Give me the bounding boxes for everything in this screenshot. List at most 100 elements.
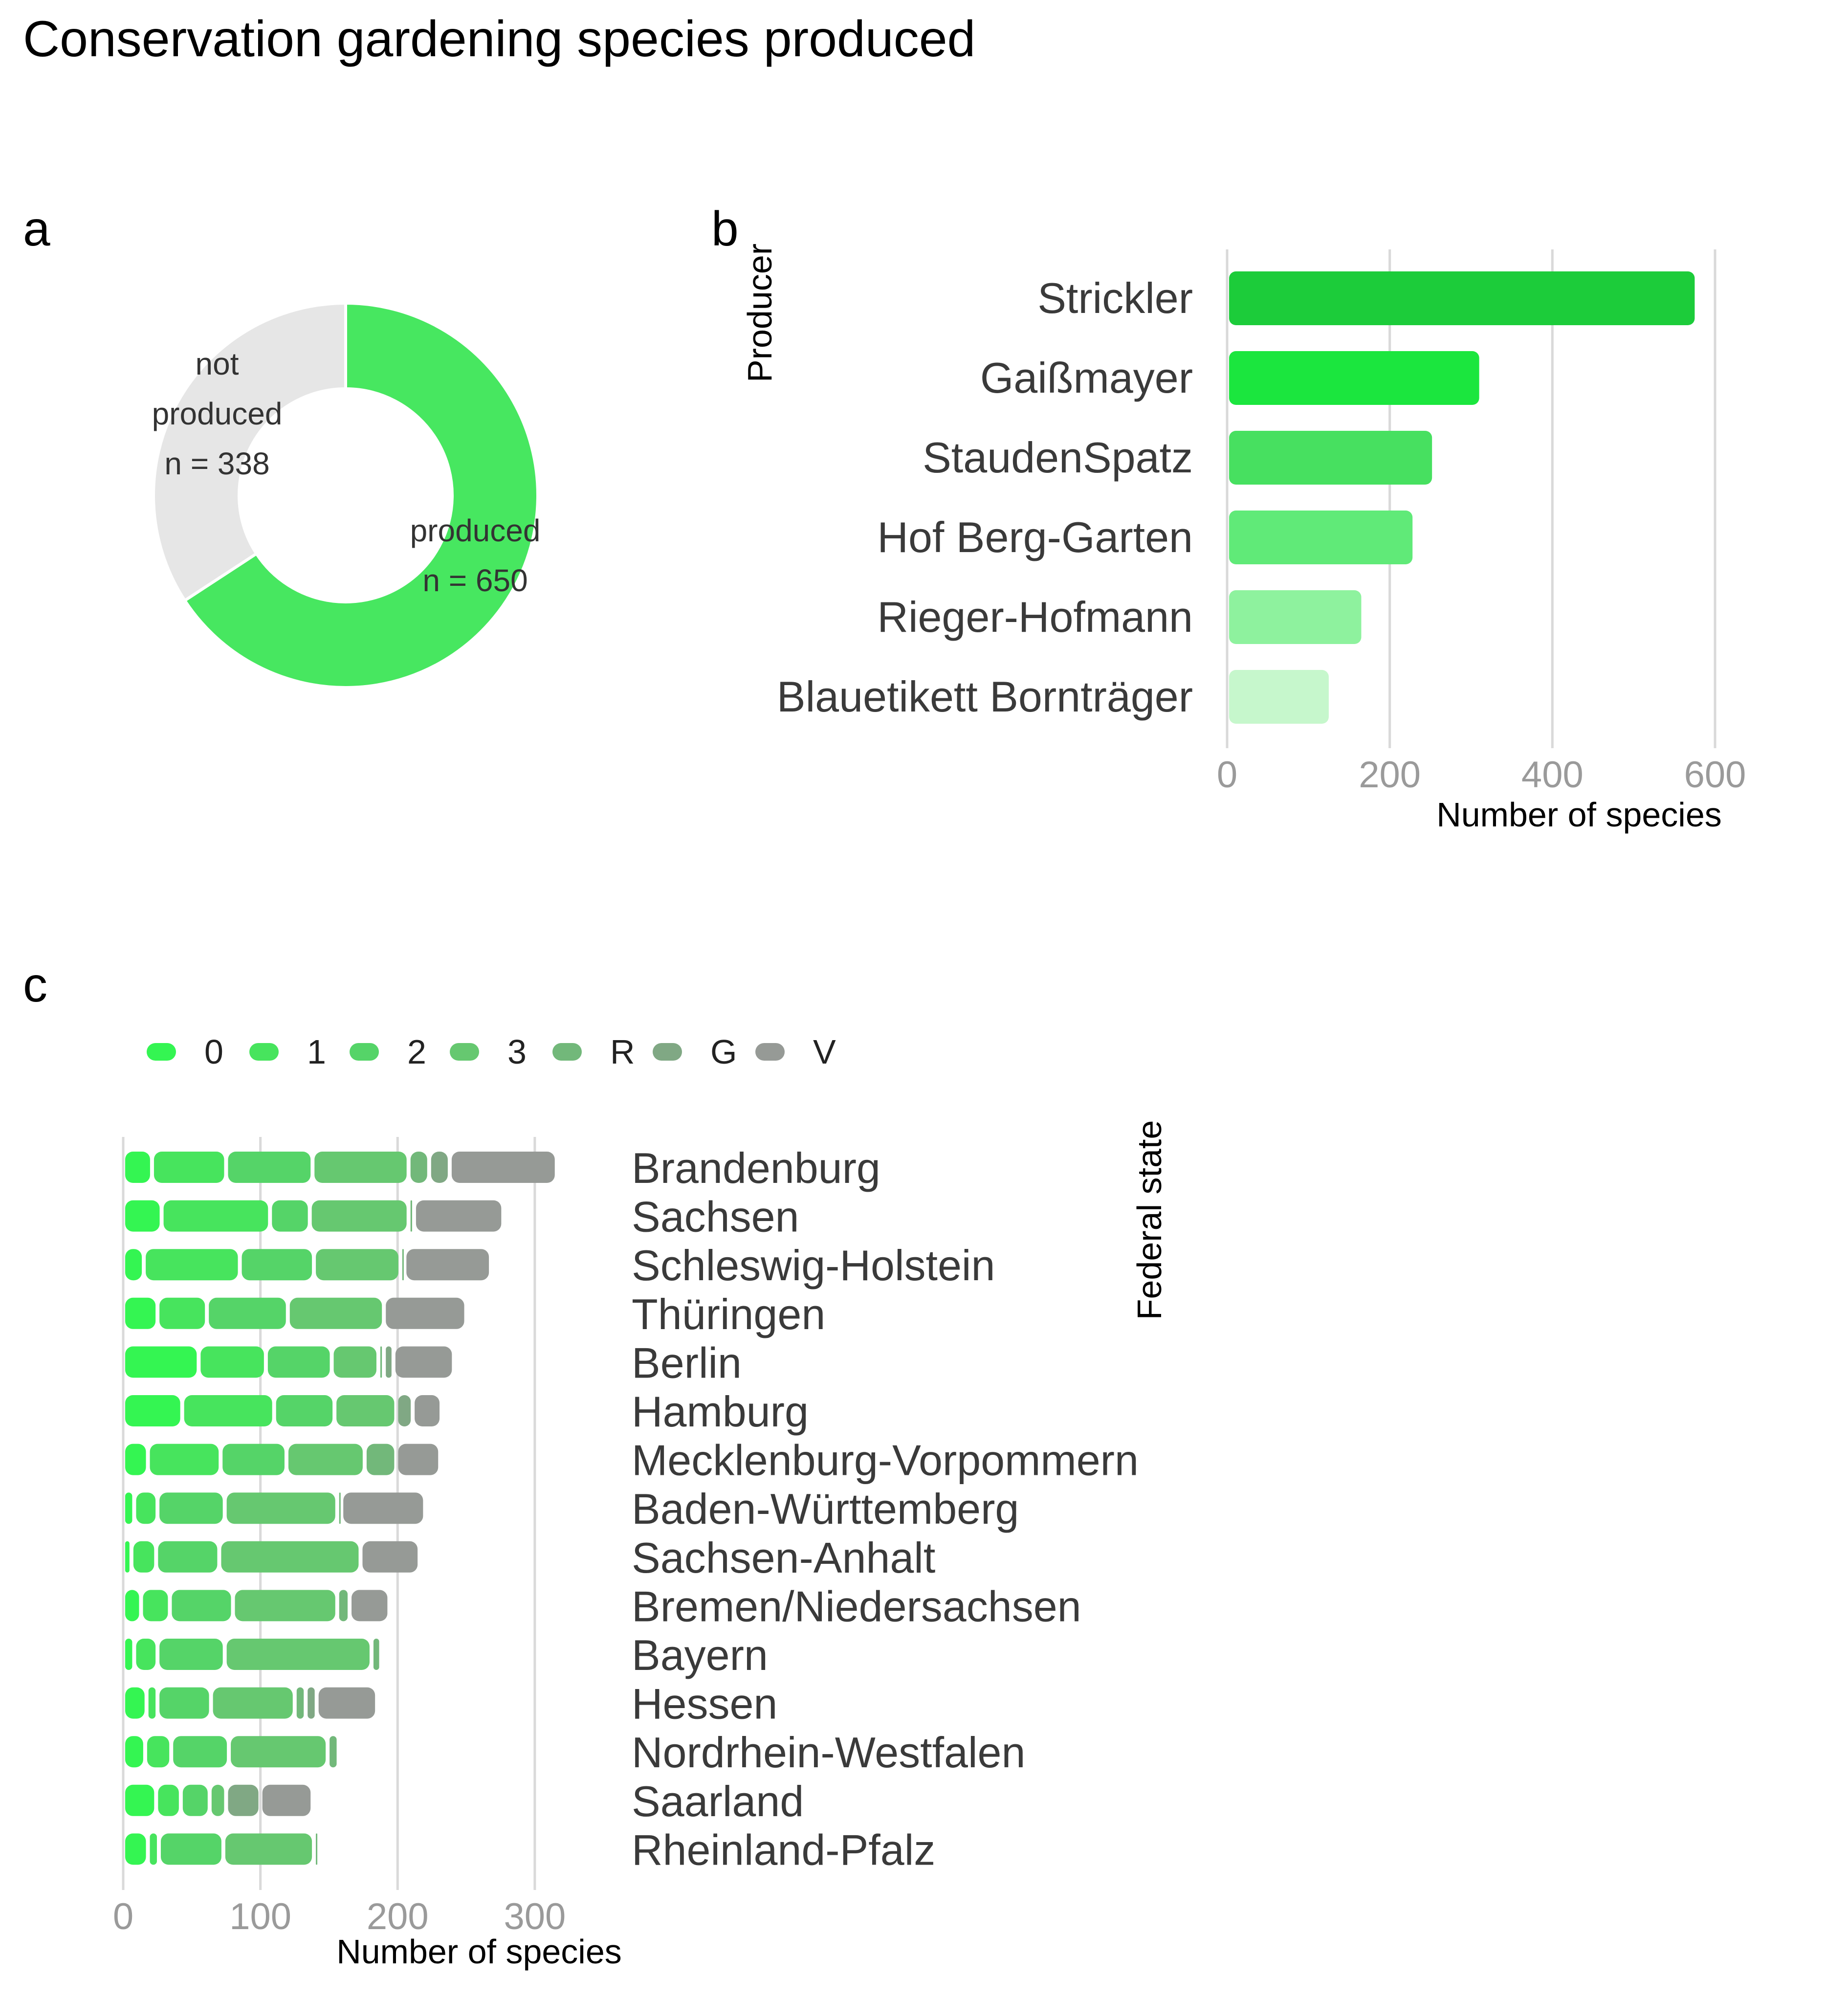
segment-mecklenburg-vorpommern-2 xyxy=(222,1444,285,1475)
segment-hamburg-0 xyxy=(125,1395,180,1426)
category-label-hamburg: Hamburg xyxy=(632,1387,809,1436)
category-label-rieger-hofmann: Rieger-Hofmann xyxy=(877,593,1193,641)
segment-rheinland-pfalz-0 xyxy=(125,1833,146,1865)
segment-sachsen-anhalt-3 xyxy=(221,1541,359,1573)
bar-strickler xyxy=(1229,271,1695,325)
segment-schleswig-holstein-3 xyxy=(316,1249,398,1281)
segment-bremen-niedersachsen-3 xyxy=(235,1590,335,1622)
bar-rieger-hofmann xyxy=(1229,590,1362,644)
donut-label-produced-n-650: produced n = 650 xyxy=(410,513,541,598)
segment-hamburg-2 xyxy=(276,1395,333,1426)
segment-bremen-niedersachsen-2 xyxy=(172,1590,231,1622)
segment-bayern-1 xyxy=(136,1639,156,1670)
segment-berlin-2 xyxy=(267,1346,330,1378)
x-axis-title: Number of species xyxy=(1436,796,1722,834)
segment-mecklenburg-vorpommern-r xyxy=(366,1444,395,1475)
donut-label-not-produced-n-338: not produced n = 338 xyxy=(152,346,283,481)
bar-blauetikett-borntra-ger xyxy=(1229,670,1329,724)
category-label-sachsen: Sachsen xyxy=(632,1193,799,1241)
segment-berlin-1 xyxy=(200,1346,264,1378)
figure-title: Conservation gardening species produced xyxy=(23,11,975,67)
legend-label-g: G xyxy=(710,1033,737,1071)
panel-c-federal-state-stacked-bar-chart: 0 1 2 3 R G V 0 100 200 300 BrandenburgSachsenSchle… xyxy=(113,1033,1168,1971)
category-label-staudenspatz: StaudenSpatz xyxy=(923,433,1193,482)
panel-a-donut-chart: produced n = 650 not produced n = 338 xyxy=(152,301,541,689)
segment-schleswig-holstein-0 xyxy=(125,1249,142,1281)
segment-saarland-1 xyxy=(158,1784,179,1816)
category-label-saarland: Saarland xyxy=(632,1777,804,1825)
segment-mecklenburg-vorpommern-3 xyxy=(288,1444,363,1475)
segment-bremen-niedersachsen-1 xyxy=(143,1590,168,1622)
segment-hamburg-v xyxy=(415,1395,440,1426)
category-label-brandenburg: Brandenburg xyxy=(632,1144,880,1192)
segment-thu-ringen-0 xyxy=(125,1297,156,1329)
segment-berlin-0 xyxy=(125,1346,197,1378)
segment-sachsen-1 xyxy=(163,1200,268,1232)
segment-nordrhein-westfalen-3 xyxy=(231,1736,326,1768)
segment-baden-wu-rttemberg-3 xyxy=(226,1492,335,1524)
category-label-schleswig-holstein: Schleswig-Holstein xyxy=(632,1241,995,1290)
segment-nordrhein-westfalen-0 xyxy=(125,1736,143,1768)
segment-brandenburg-g xyxy=(431,1152,448,1183)
segment-saarland-g xyxy=(228,1784,259,1816)
category-label-hessen: Hessen xyxy=(632,1680,777,1728)
segment-sachsen-0 xyxy=(125,1200,160,1232)
legend-key-g xyxy=(653,1043,682,1061)
bar-staudenspatz xyxy=(1229,431,1432,485)
x-tick-label-600: 600 xyxy=(1684,754,1746,796)
segment-sachsen-anhalt-0 xyxy=(125,1541,130,1573)
segment-rheinland-pfalz-2 xyxy=(160,1833,221,1865)
legend-label-v: V xyxy=(813,1033,836,1071)
legend-key-0 xyxy=(147,1043,176,1061)
legend-key-1 xyxy=(249,1043,279,1061)
segment-bremen-niedersachsen-0 xyxy=(125,1590,139,1622)
category-label-blauetikett-borntra-ger: Blauetikett Bornträger xyxy=(777,672,1193,721)
category-label-hof-berg-garten: Hof Berg-Garten xyxy=(877,513,1193,561)
segment-thu-ringen-v xyxy=(386,1297,464,1329)
bar-hof-berg-garten xyxy=(1229,511,1413,564)
legend-label-1: 1 xyxy=(307,1033,326,1071)
segment-sachsen-2 xyxy=(272,1200,308,1232)
segment-nordrhein-westfalen-r xyxy=(330,1736,337,1768)
donut-slice-produced xyxy=(182,301,539,689)
segment-sachsen-v xyxy=(416,1200,502,1232)
segment-thu-ringen-3 xyxy=(289,1297,382,1329)
segment-brandenburg-1 xyxy=(154,1152,224,1183)
donut-slice-not xyxy=(152,301,347,603)
segment-rheinland-pfalz-1 xyxy=(150,1833,157,1865)
category-label-strickler: Strickler xyxy=(1037,274,1193,322)
segment-schleswig-holstein-r xyxy=(402,1249,404,1281)
y-axis-title: Federal state xyxy=(1130,1120,1168,1320)
panel-letter-c: c xyxy=(23,957,47,1012)
segment-nordrhein-westfalen-1 xyxy=(147,1736,170,1768)
segment-bremen-niedersachsen-r xyxy=(339,1590,348,1622)
category-label-mecklenburg-vorpommern: Mecklenburg-Vorpommern xyxy=(632,1436,1139,1485)
legend-label-0: 0 xyxy=(204,1033,223,1071)
category-label-sachsen-anhalt: Sachsen-Anhalt xyxy=(632,1534,935,1582)
segment-brandenburg-0 xyxy=(125,1152,150,1183)
segment-bayern-0 xyxy=(125,1639,132,1670)
segment-sachsen-r xyxy=(410,1200,412,1232)
category-label-bayern: Bayern xyxy=(632,1631,768,1679)
segment-berlin-3 xyxy=(333,1346,376,1378)
segment-schleswig-holstein-2 xyxy=(242,1249,312,1281)
segment-saarland-2 xyxy=(182,1784,208,1816)
x-tick-label-400: 400 xyxy=(1521,754,1584,796)
x-tick-label-0: 0 xyxy=(1217,754,1237,796)
segment-mecklenburg-vorpommern-1 xyxy=(150,1444,219,1475)
x-tick-label-300: 300 xyxy=(504,1896,566,1937)
category-label-baden-wu-rttemberg: Baden-Württemberg xyxy=(632,1485,1019,1533)
category-label-bremen-niedersachsen: Bremen/Niedersachsen xyxy=(632,1582,1081,1630)
segment-hessen-r xyxy=(296,1687,304,1719)
segment-hamburg-3 xyxy=(336,1395,395,1426)
segment-brandenburg-r xyxy=(410,1152,427,1183)
segment-sachsen-3 xyxy=(311,1200,407,1232)
panel-letter-a: a xyxy=(23,201,50,256)
segment-hamburg-g xyxy=(398,1395,411,1426)
segment-baden-wu-rttemberg-2 xyxy=(159,1492,223,1524)
segment-bremen-niedersachsen-v xyxy=(352,1590,388,1622)
y-axis-title: Producer xyxy=(741,244,779,382)
segment-mecklenburg-vorpommern-0 xyxy=(125,1444,146,1475)
segment-baden-wu-rttemberg-v xyxy=(343,1492,423,1524)
